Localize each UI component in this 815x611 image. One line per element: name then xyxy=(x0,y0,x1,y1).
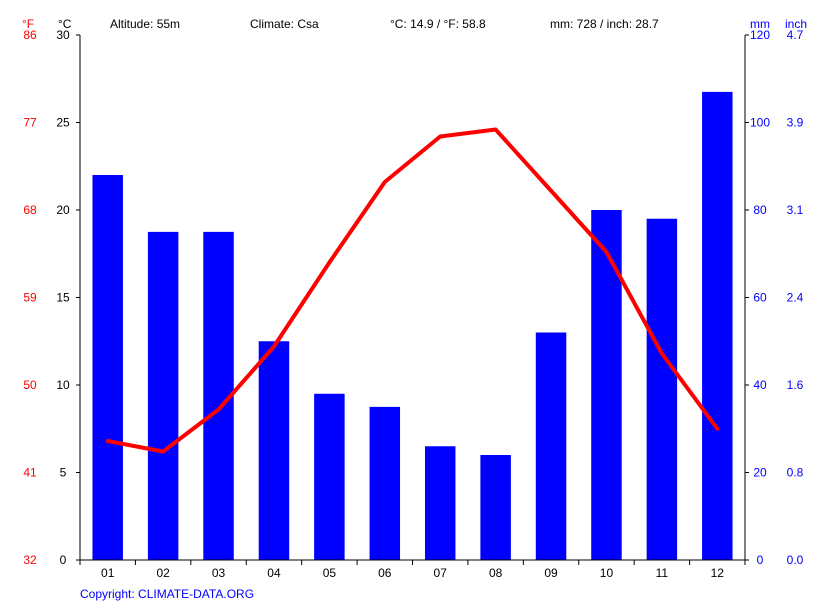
svg-text:32: 32 xyxy=(23,553,37,567)
svg-text:100: 100 xyxy=(750,116,770,130)
climate-chart: Altitude: 55m Climate: Csa °C: 14.9 / °F… xyxy=(0,0,815,611)
copyright-text: Copyright: CLIMATE-DATA.ORG xyxy=(80,587,254,601)
bar xyxy=(702,92,732,560)
axis-unit-f: °F xyxy=(22,17,34,31)
bar xyxy=(148,232,178,560)
svg-text:15: 15 xyxy=(56,291,70,305)
precip-avg-label: mm: 728 / inch: 28.7 xyxy=(550,17,659,31)
bar xyxy=(370,407,400,560)
axis-unit-mm: mm xyxy=(750,17,770,31)
svg-text:09: 09 xyxy=(544,566,558,580)
svg-text:03: 03 xyxy=(212,566,226,580)
svg-text:05: 05 xyxy=(323,566,337,580)
axis-unit-c: °C xyxy=(58,17,71,31)
svg-text:5: 5 xyxy=(60,466,67,480)
svg-text:0: 0 xyxy=(757,553,764,567)
bar xyxy=(259,341,289,560)
svg-text:50: 50 xyxy=(23,378,37,392)
chart-svg: 8677685950413230252015105012010080604020… xyxy=(0,0,815,611)
svg-text:1.6: 1.6 xyxy=(787,378,804,392)
bar xyxy=(480,455,510,560)
svg-text:80: 80 xyxy=(753,203,767,217)
temperature-line xyxy=(108,130,718,452)
svg-text:68: 68 xyxy=(23,203,37,217)
svg-text:77: 77 xyxy=(23,116,37,130)
svg-text:0.8: 0.8 xyxy=(787,466,804,480)
bar xyxy=(92,175,122,560)
svg-text:40: 40 xyxy=(753,378,767,392)
svg-text:20: 20 xyxy=(753,466,767,480)
svg-text:10: 10 xyxy=(600,566,614,580)
svg-text:59: 59 xyxy=(23,291,37,305)
bar xyxy=(314,394,344,560)
svg-text:02: 02 xyxy=(156,566,170,580)
svg-text:2.4: 2.4 xyxy=(787,291,804,305)
svg-text:10: 10 xyxy=(56,378,70,392)
svg-text:0.0: 0.0 xyxy=(787,553,804,567)
svg-text:11: 11 xyxy=(656,566,669,580)
bar xyxy=(647,219,677,560)
bar xyxy=(591,210,621,560)
temp-avg-label: °C: 14.9 / °F: 58.8 xyxy=(390,17,486,31)
climate-class-label: Climate: Csa xyxy=(250,17,319,31)
svg-text:12: 12 xyxy=(711,566,725,580)
bar xyxy=(536,333,566,561)
svg-text:3.9: 3.9 xyxy=(787,116,804,130)
altitude-label: Altitude: 55m xyxy=(110,17,180,31)
bar xyxy=(425,446,455,560)
svg-text:06: 06 xyxy=(378,566,392,580)
svg-text:04: 04 xyxy=(267,566,281,580)
svg-text:25: 25 xyxy=(56,116,70,130)
svg-text:0: 0 xyxy=(60,553,67,567)
svg-text:01: 01 xyxy=(101,566,115,580)
svg-text:3.1: 3.1 xyxy=(787,203,804,217)
svg-text:08: 08 xyxy=(489,566,503,580)
svg-text:07: 07 xyxy=(434,566,448,580)
svg-text:60: 60 xyxy=(753,291,767,305)
svg-text:20: 20 xyxy=(56,203,70,217)
svg-text:41: 41 xyxy=(23,466,37,480)
axis-unit-inch: inch xyxy=(785,17,807,31)
